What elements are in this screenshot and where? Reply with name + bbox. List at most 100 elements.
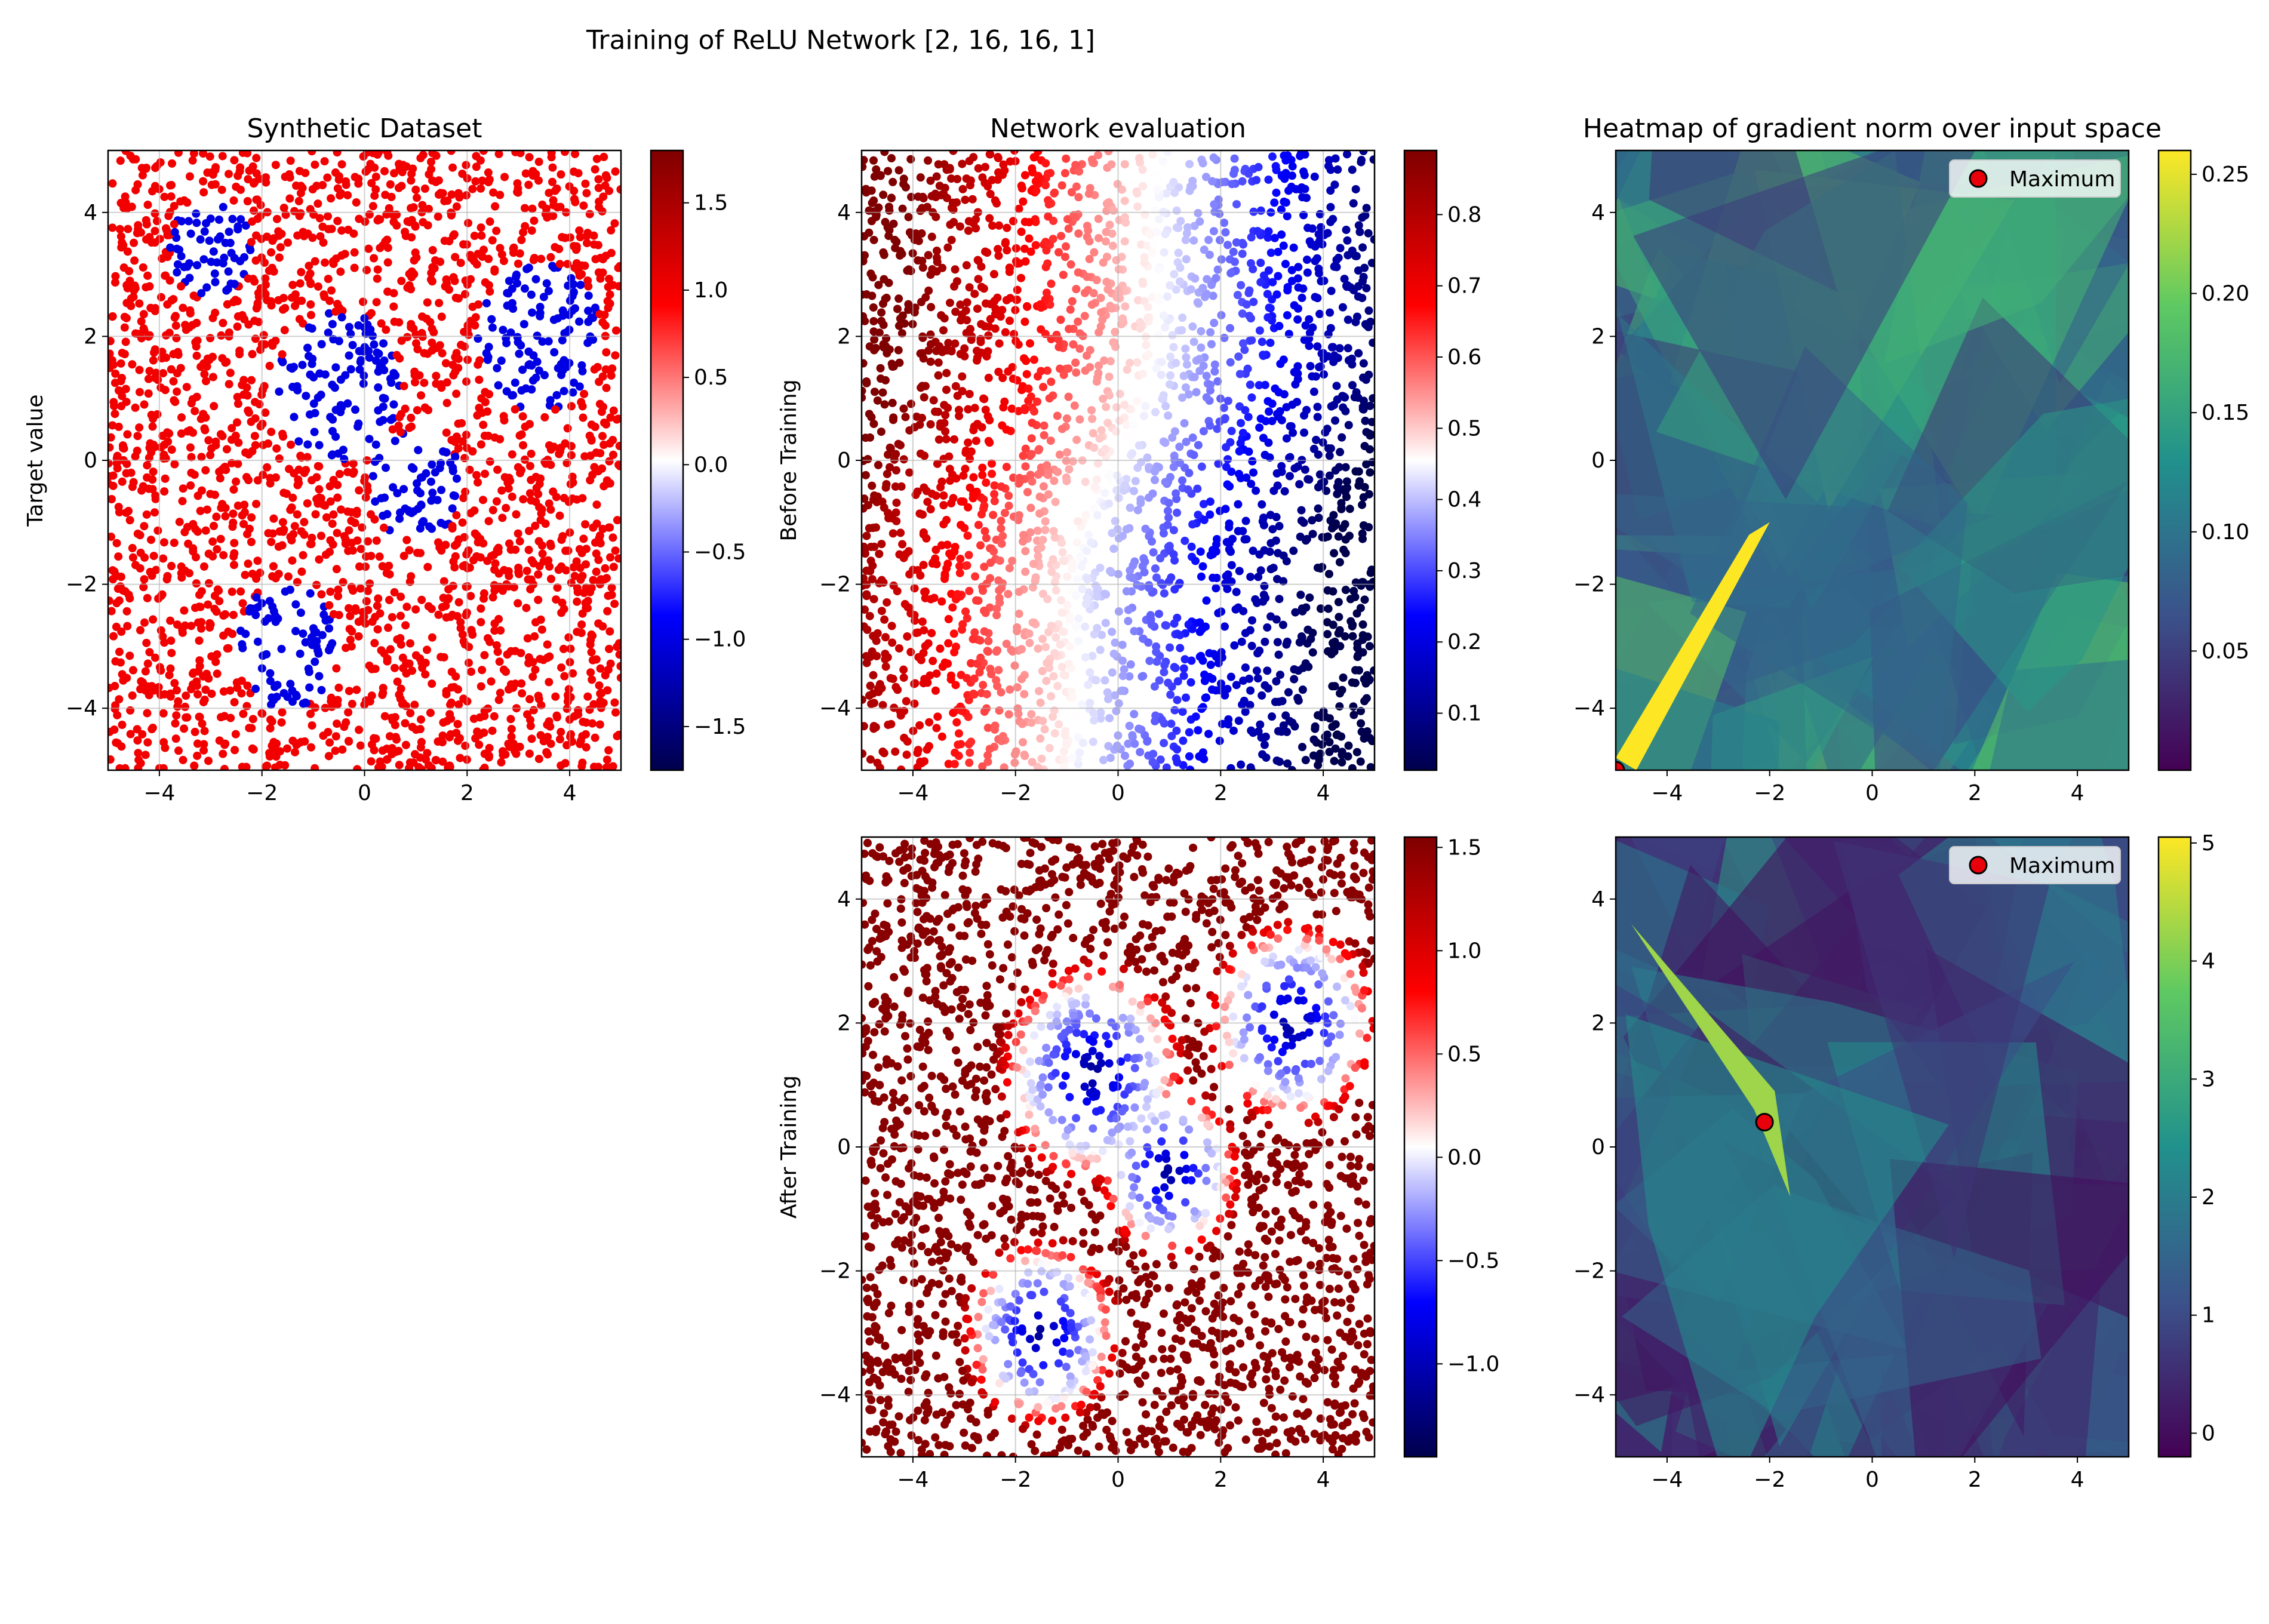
scatter-point [1164,513,1173,522]
scatter-point [1341,463,1350,472]
scatter-point [171,719,180,728]
scatter-point [1040,431,1049,440]
scatter-point [356,584,365,593]
scatter-point [1181,235,1190,244]
scatter-point [590,762,599,770]
scatter-point [480,651,489,660]
scatter-point [1330,180,1339,189]
scatter-point [933,257,942,266]
scatter-point [1246,700,1255,709]
scatter-point [435,299,444,307]
scatter-point [595,720,604,729]
scatter-point [1364,229,1373,238]
scatter-point [531,618,540,627]
scatter-point [452,389,461,398]
scatter-point [472,552,481,561]
scatter-point [546,445,555,454]
scatter-point [272,214,281,223]
scatter-point [1343,315,1352,324]
scatter-point [169,377,178,386]
scatter-point [528,657,537,666]
scatter-point [1031,241,1040,250]
scatter-point [173,620,182,629]
scatter-point [1314,504,1323,513]
scatter-point [173,260,182,269]
scatter-point [965,389,974,398]
scatter-point [610,599,619,608]
scatter-point [376,362,385,371]
scatter-point [907,192,916,201]
scatter-point [373,625,382,634]
scatter-point [536,309,545,318]
scatter-point [1100,676,1109,685]
scatter-point [1028,164,1037,173]
scatter-point [873,396,882,405]
scatter-point [210,402,219,411]
scatter-point [605,479,614,488]
scatter-point [187,453,196,462]
scatter-point [573,628,582,636]
scatter-point [312,580,321,589]
scatter-point [261,274,270,283]
scatter-point [448,163,457,172]
scatter-point [1010,150,1019,155]
scatter-point [1002,639,1011,648]
scatter-point [1133,189,1142,198]
scatter-point [313,462,322,470]
scatter-point [964,405,973,414]
scatter-point [1043,366,1052,375]
scatter-point [1315,269,1324,278]
scatter-point [613,516,621,525]
scatter-point [177,573,186,582]
scatter-point [1275,670,1284,679]
scatter-point [1003,246,1011,255]
scatter-point [1107,304,1116,313]
scatter-point [111,369,120,378]
scatter-point [876,374,885,383]
scatter-point [1241,663,1250,672]
scatter-point [1161,438,1170,447]
scatter-point [136,548,145,557]
scatter-point [393,489,402,498]
scatter-point [333,150,342,157]
scatter-point [278,350,287,359]
scatter-point [438,731,447,740]
scatter-point [108,495,116,504]
scatter-point [1179,664,1188,673]
y-tick-label: 0 [84,448,97,473]
scatter-point [1325,471,1334,480]
scatter-point [426,158,435,167]
scatter-point [351,604,360,613]
scatter-point [1309,444,1318,453]
scatter-point [896,247,905,256]
scatter-point [581,520,590,529]
scatter-point [195,662,204,670]
scatter-point [559,605,568,614]
scatter-point [1223,396,1232,405]
scatter-point [348,700,356,709]
scatter-point [1037,754,1046,763]
scatter-point [329,510,338,519]
scatter-point [555,511,564,520]
scatter-point [221,512,230,521]
scatter-point [564,633,573,642]
scatter-point [1210,360,1219,369]
scatter-point [965,758,974,767]
scatter-point [454,355,463,364]
scatter-point [583,692,592,701]
scatter-point [885,206,894,215]
scatter-point [1020,244,1029,253]
scatter-point [202,362,211,371]
scatter-point [1034,446,1043,455]
scatter-point [984,436,993,445]
scatter-point [1310,172,1319,181]
scatter-point [189,547,198,556]
scatter-point [313,282,322,291]
scatter-point [1263,684,1272,693]
scatter-point [1042,676,1051,685]
scatter-point [531,373,540,382]
scatter-point [543,733,552,742]
scatter-point [152,565,161,574]
scatter-point [1181,693,1190,702]
